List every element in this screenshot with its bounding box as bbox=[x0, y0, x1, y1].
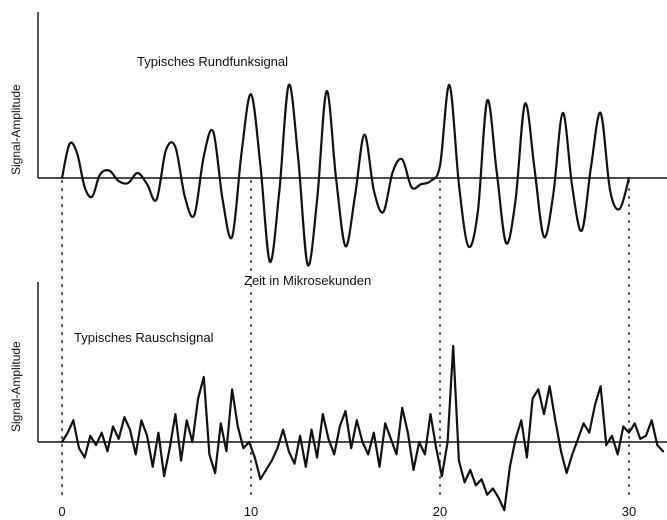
x-tick-labels: 0 10 20 30 bbox=[58, 504, 636, 519]
top-series-line bbox=[60, 83, 631, 267]
top-chart-title: Typisches Rundfunksignal bbox=[137, 54, 288, 69]
x-tick-label: 20 bbox=[433, 504, 447, 519]
x-tick-label: 0 bbox=[58, 504, 65, 519]
x-axis-label: Zeit in Mikrosekunden bbox=[244, 273, 371, 288]
x-tick-label: 30 bbox=[622, 504, 636, 519]
top-y-axis-label: Signal-Amplitude bbox=[9, 84, 23, 175]
bottom-chart-title: Typisches Rauschsignal bbox=[74, 330, 214, 345]
bottom-series-line bbox=[60, 344, 665, 512]
x-tick-label: 10 bbox=[244, 504, 258, 519]
bottom-y-axis-label: Signal-Amplitude bbox=[9, 341, 23, 432]
